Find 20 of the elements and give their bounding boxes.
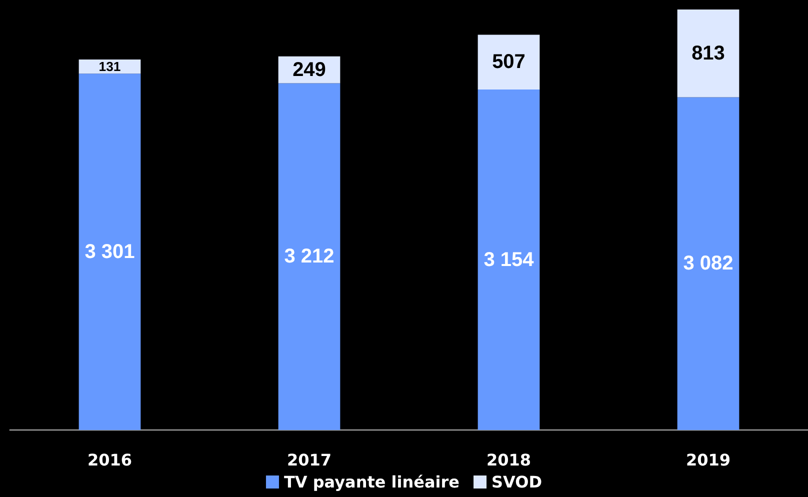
x-tick-label: 2019 [686,450,731,470]
bar [677,10,740,98]
data-label: 507 [492,51,526,74]
bar [478,34,540,90]
data-label: 813 [692,42,725,64]
x-tick-label: 2018 [486,450,532,470]
bar [78,74,141,430]
legend-label: SVOD [492,472,542,492]
data-label: 249 [292,58,326,81]
data-label: 131 [98,59,121,74]
bar [677,97,740,430]
legend-label: TV payante linéaire [284,472,460,492]
data-label: 3 301 [84,240,135,263]
x-tick-label: 2017 [286,450,332,470]
bar [478,90,540,430]
data-label: 3 154 [484,248,535,271]
bar [278,83,340,430]
data-label: 3 212 [284,246,334,268]
data-label: 3 082 [683,252,734,275]
x-tick-label: 2016 [87,450,132,470]
